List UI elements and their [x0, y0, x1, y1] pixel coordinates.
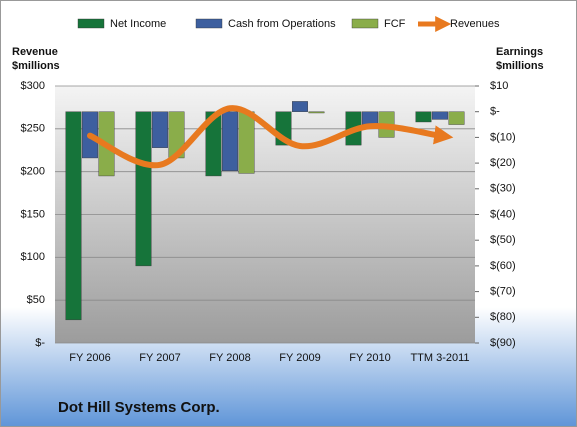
y2-tick-label: $(20)	[490, 157, 516, 169]
y-axis-title: $millions	[12, 60, 60, 72]
y2-tick-label: $(10)	[490, 131, 516, 143]
legend-swatch	[77, 18, 105, 29]
bar	[205, 111, 222, 177]
bar	[292, 101, 308, 112]
x-tick-label: TTM 3-2011	[410, 352, 469, 364]
y2-tick-label: $(40)	[490, 208, 516, 220]
x-tick-label: FY 2006	[69, 352, 110, 364]
x-tick-label: FY 2007	[139, 352, 180, 364]
bar	[448, 111, 465, 125]
y2-tick-label: $10	[490, 80, 508, 92]
y-tick-label: $250	[21, 123, 45, 135]
bar	[432, 111, 448, 120]
bar	[362, 111, 378, 125]
y2-axis-title: Earnings	[496, 46, 543, 58]
y-axis-title: Revenue	[12, 46, 58, 58]
y-tick-label: $50	[27, 294, 45, 306]
line	[87, 105, 454, 169]
bar	[135, 111, 152, 267]
bar	[152, 111, 168, 148]
x-tick-label: FY 2010	[349, 352, 390, 364]
y2-tick-label: $(80)	[490, 311, 516, 323]
y-tick-label: $100	[21, 251, 45, 263]
x-tick-label: FY 2008	[209, 352, 250, 364]
legend-label: Cash from Operations	[228, 18, 336, 30]
legend-label: FCF	[384, 18, 406, 30]
bar	[415, 111, 432, 123]
legend-label: Revenues	[450, 18, 500, 30]
y2-tick-label: $(30)	[490, 183, 516, 195]
y2-tick-label: $-	[490, 106, 500, 118]
y2-tick-label: $(90)	[490, 337, 516, 349]
x-tick-label: FY 2009	[279, 352, 320, 364]
bar	[222, 111, 238, 172]
bar	[308, 111, 325, 114]
bar	[65, 111, 82, 321]
legend-label: Net Income	[110, 18, 166, 30]
y-tick-label: $-	[35, 337, 45, 349]
chart-title: Dot Hill Systems Corp.	[58, 399, 220, 416]
y2-tick-label: $(60)	[490, 260, 516, 272]
y-tick-label: $200	[21, 166, 45, 178]
bar	[238, 111, 255, 174]
y2-tick-label: $(70)	[490, 286, 516, 298]
y2-tick-label: $(50)	[490, 234, 516, 246]
y2-axis-title: $millions	[496, 60, 544, 72]
y-tick-label: $300	[21, 80, 45, 92]
legend-swatch	[351, 18, 379, 29]
y-tick-label: $150	[21, 208, 45, 220]
legend-swatch	[195, 18, 223, 29]
